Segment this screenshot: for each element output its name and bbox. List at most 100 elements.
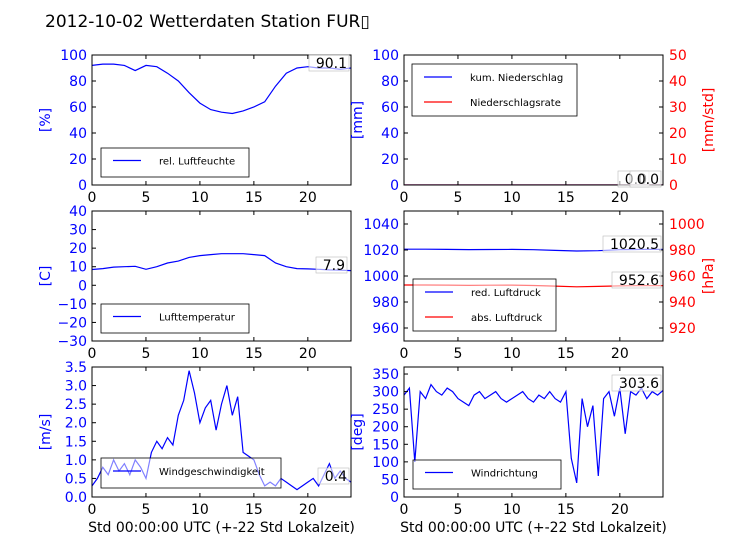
y-axis-label: [C] [38, 266, 54, 287]
legend-label: Lufttemperatur [159, 313, 236, 324]
legend-frame [412, 278, 557, 332]
y-tick-label: 150 [372, 437, 399, 453]
subplot-5: 0 5 10 15 20 0.0 0.5 1.0 1.5 2.0 2.5 3.0 3.5 [m/s] Std… [38, 360, 355, 536]
y-tick-label: 2.0 [65, 416, 87, 432]
y-right-tick-label: 0 [669, 178, 678, 194]
series-line-1 [92, 253, 351, 272]
figure-title: 2012-10-02 Wetterdaten Station FUR▯ [45, 12, 370, 32]
y-tick-label: 980 [372, 295, 399, 311]
readout-box [602, 235, 662, 253]
readout-box [317, 467, 350, 485]
y-tick-label: 50 [381, 472, 399, 488]
y-tick-label: 40 [69, 204, 87, 220]
readout-box [611, 271, 662, 289]
y-right-tick-label: 40 [669, 74, 687, 90]
y-tick-label: 0 [390, 178, 399, 194]
legend-label: Windgeschwindigkeit [159, 467, 265, 478]
y-tick-label: 2.5 [65, 397, 87, 413]
x-tick-label: 0 [400, 502, 409, 518]
legend-label: Niederschlagsrate [470, 98, 561, 109]
readout-value: 7.9 [323, 258, 345, 274]
readout-value: 952.6 [619, 273, 659, 289]
legend-label: abs. Luftdruck [471, 313, 542, 324]
x-tick-label: 15 [557, 190, 575, 206]
subplot-4: 0 5 10 15 20 960 980 1000 1020 1040 920 940 960 980 10… [363, 210, 717, 362]
y-tick-label: 40 [69, 126, 87, 142]
y-tick-label: 20 [69, 241, 87, 257]
y-tick-label: 960 [372, 321, 399, 337]
y-tick-label: 60 [69, 100, 87, 116]
y-axis-label: [m/s] [38, 414, 54, 451]
y-right-tick-label: 920 [669, 321, 696, 337]
x-tick-label: 5 [141, 346, 150, 362]
legend-frame [100, 147, 250, 178]
y-tick-label: 1040 [363, 217, 399, 233]
y-tick-label: 3.0 [65, 379, 87, 395]
y-tick-label: 20 [381, 152, 399, 168]
readout-box [308, 54, 350, 72]
subplot-2: 0 5 10 15 20 0 20 40 60 80 100 0 10 20 30 40 50 [mm] [mm/s… [350, 48, 717, 206]
legend: Windgeschwindigkeit [100, 457, 282, 489]
y-tick-label: −30 [57, 334, 87, 350]
x-tick-label: 15 [557, 346, 575, 362]
readout-value: 303.6 [619, 376, 659, 392]
x-tick-label: 10 [503, 502, 521, 518]
x-tick-label: 0 [88, 502, 97, 518]
y-tick-label: 200 [372, 420, 399, 436]
y-tick-label: 350 [372, 367, 399, 383]
readout-value: 0.4 [325, 469, 347, 485]
x-tick-label: 10 [191, 346, 209, 362]
x-tick-label: 10 [503, 346, 521, 362]
x-tick-label: 20 [299, 190, 317, 206]
x-tick-label: 20 [299, 502, 317, 518]
readout-value: 0.0 [637, 172, 659, 188]
readout-box [611, 374, 662, 392]
x-tick-label: 5 [141, 190, 150, 206]
axes-frame [91, 366, 352, 498]
axes-frame [91, 54, 352, 186]
y-tick-label: 0 [78, 178, 87, 194]
legend: Lufttemperatur [100, 303, 250, 334]
subplot-3: 0 5 10 15 20 −30 −20 −10 0 10 20 30 40 [C] 7.9 Lufttemp… [38, 204, 352, 362]
x-tick-label: 20 [611, 346, 629, 362]
readout-value: 90.1 [316, 56, 347, 72]
x-tick-label: 10 [503, 190, 521, 206]
axes-frame [403, 366, 664, 498]
y-right-tick-label: 1000 [669, 217, 705, 233]
y-tick-label: 100 [60, 48, 87, 64]
y-tick-label: 60 [381, 100, 399, 116]
x-tick-label: 15 [557, 502, 575, 518]
x-tick-label: 5 [141, 502, 150, 518]
y-axis-label: [mm] [350, 101, 366, 139]
y-tick-label: 30 [69, 223, 87, 239]
x-tick-label: 20 [611, 190, 629, 206]
y-tick-label: 0.5 [65, 471, 87, 487]
axes-frame [403, 54, 664, 186]
y-right-tick-label: 50 [669, 48, 687, 64]
y-right-tick-label: 960 [669, 269, 696, 285]
y-tick-label: 80 [69, 74, 87, 90]
y-tick-label: 1000 [363, 269, 399, 285]
x-tick-label: 0 [400, 190, 409, 206]
x-tick-label: 15 [245, 190, 263, 206]
y-tick-label: 1.5 [65, 434, 87, 450]
y-tick-label: 1.0 [65, 453, 87, 469]
x-axis-label: Std 00:00:00 UTC (+-22 Std Lokalzeit) [400, 520, 667, 536]
legend: rel. Luftfeuchte [100, 147, 250, 178]
x-tick-label: 10 [191, 502, 209, 518]
y-axis-label: [%] [38, 108, 54, 132]
legend: kum. Niederschlag Niederschlagsrate [411, 63, 578, 117]
legend-label: kum. Niederschlag [470, 73, 563, 84]
readout-box [629, 170, 662, 188]
x-tick-label: 5 [453, 346, 462, 362]
y-tick-label: 3.5 [65, 360, 87, 376]
legend-frame [412, 459, 562, 490]
y-axis-label: [deg] [350, 413, 366, 450]
y-right-tick-label: 980 [669, 243, 696, 259]
y-tick-label: 40 [381, 126, 399, 142]
legend-frame [100, 457, 282, 489]
y-right-axis-label: [mm/std] [701, 88, 717, 153]
y-tick-label: 100 [372, 48, 399, 64]
x-tick-label: 15 [245, 346, 263, 362]
